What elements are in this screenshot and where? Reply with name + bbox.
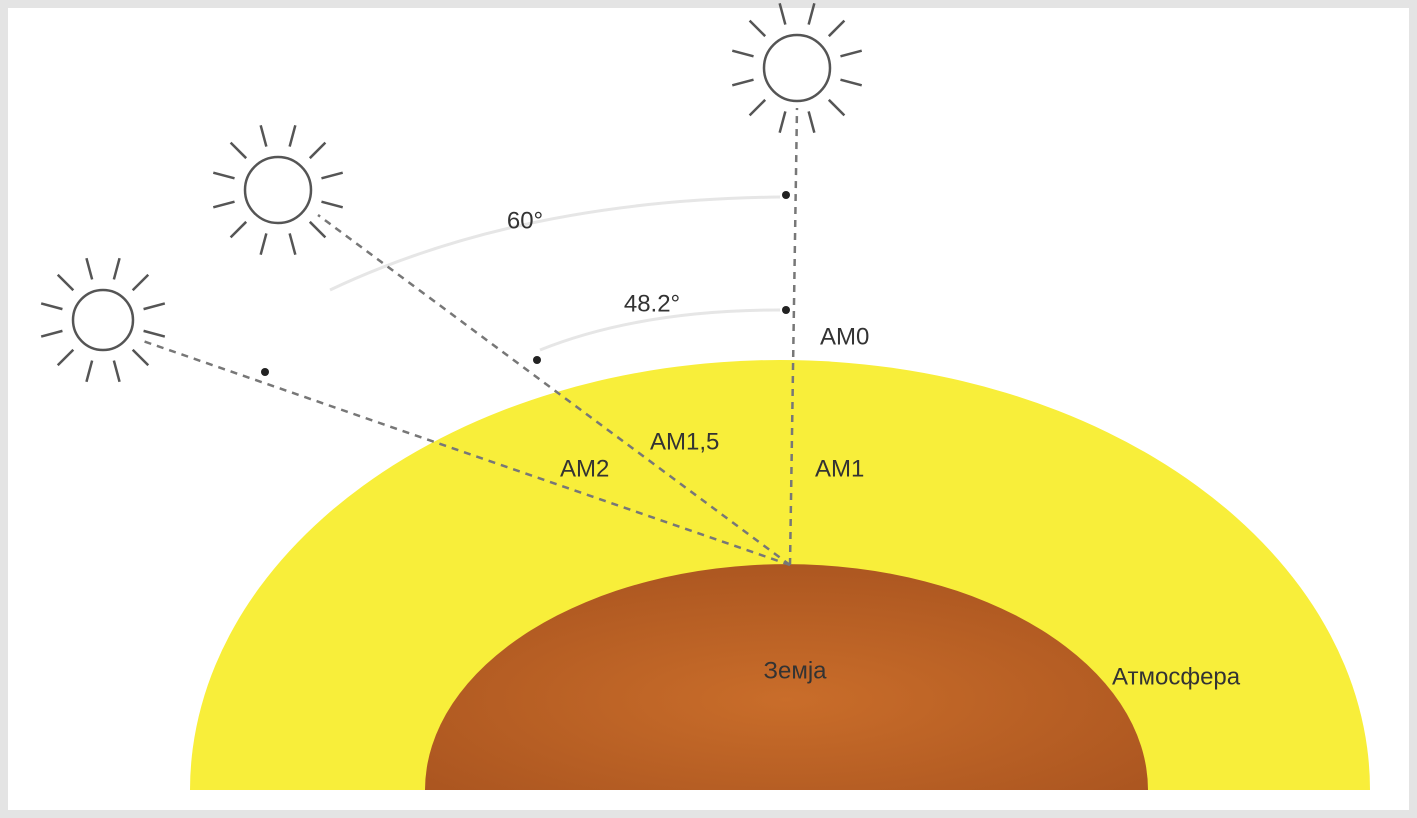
air-mass-label: AM0 [820,323,869,350]
air-mass-label: AM1 [815,455,864,482]
angle-label: 48.2° [624,290,680,317]
atmosphere-label: Атмосфера [1112,663,1241,690]
air-mass-label: AM2 [560,455,609,482]
diagram: 60° 48.2° AM0 AM1,5 AM2 AM1 Земја Атмосф… [0,0,1417,818]
earth-label: Земја [763,657,827,684]
angle-label: 60° [507,207,543,234]
air-mass-label: AM1,5 [650,428,719,455]
